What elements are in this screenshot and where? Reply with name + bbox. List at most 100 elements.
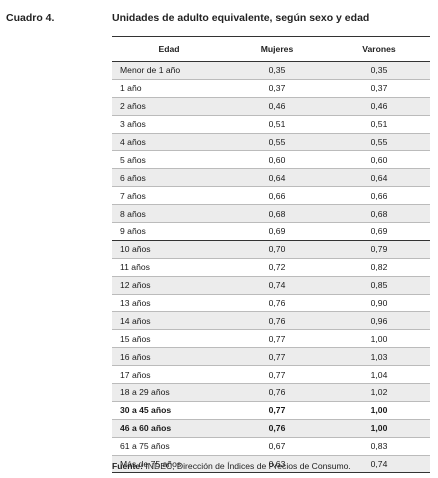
table-body: Menor de 1 año 0,35 0,35 1 año 0,37 0,37 2 año… bbox=[112, 61, 430, 474]
cell-mujeres: 0,76 bbox=[226, 383, 328, 402]
column-header-varones: Varones bbox=[328, 36, 430, 62]
cell-edad: 17 años bbox=[112, 365, 226, 385]
cell-mujeres: 0,60 bbox=[226, 150, 328, 170]
cell-mujeres: 0,66 bbox=[226, 186, 328, 206]
cell-varones: 0,74 bbox=[328, 455, 430, 474]
cell-mujeres: 0,70 bbox=[226, 240, 328, 259]
cell-edad: Más de 75 años bbox=[112, 455, 226, 474]
table-row: 7 años 0,66 0,66 bbox=[112, 186, 430, 206]
table-title: Unidades de adulto equivalente, según se… bbox=[112, 12, 370, 24]
cell-mujeres: 0,76 bbox=[226, 294, 328, 313]
cell-edad: 8 años bbox=[112, 204, 226, 224]
cell-mujeres: 0,76 bbox=[226, 419, 328, 438]
table-row: 11 años 0,72 0,82 bbox=[112, 258, 430, 277]
table-row: 46 a 60 años 0,76 1,00 bbox=[112, 419, 430, 438]
cell-varones: 1,02 bbox=[328, 383, 430, 402]
table-row: 5 años 0,60 0,60 bbox=[112, 150, 430, 170]
cell-varones: 0,66 bbox=[328, 186, 430, 206]
table-row: 10 años 0,70 0,79 bbox=[112, 240, 430, 259]
cell-varones: 0,82 bbox=[328, 258, 430, 277]
cell-edad: 10 años bbox=[112, 240, 226, 259]
table-row: 30 a 45 años 0,77 1,00 bbox=[112, 401, 430, 420]
cell-mujeres: 0,74 bbox=[226, 276, 328, 295]
table-row: 12 años 0,74 0,85 bbox=[112, 276, 430, 295]
cell-mujeres: 0,51 bbox=[226, 115, 328, 134]
cell-varones: 0,96 bbox=[328, 311, 430, 331]
cell-varones: 1,00 bbox=[328, 419, 430, 438]
table-row: 1 año 0,37 0,37 bbox=[112, 79, 430, 98]
cell-edad: 15 años bbox=[112, 329, 226, 349]
cell-varones: 0,85 bbox=[328, 276, 430, 295]
cell-edad: 12 años bbox=[112, 276, 226, 295]
cell-varones: 1,00 bbox=[328, 401, 430, 420]
cell-mujeres: 0,68 bbox=[226, 204, 328, 224]
cell-edad: 30 a 45 años bbox=[112, 401, 226, 420]
cell-edad: 5 años bbox=[112, 150, 226, 170]
cell-edad: 7 años bbox=[112, 186, 226, 206]
cell-mujeres: 0,64 bbox=[226, 168, 328, 188]
table-row: Menor de 1 año 0,35 0,35 bbox=[112, 61, 430, 80]
cell-mujeres: 0,69 bbox=[226, 222, 328, 241]
table-row: 18 a 29 años 0,76 1,02 bbox=[112, 383, 430, 402]
table-row: 61 a 75 años 0,67 0,83 bbox=[112, 437, 430, 456]
cell-mujeres: 0,35 bbox=[226, 61, 328, 80]
cell-mujeres: 0,55 bbox=[226, 133, 328, 152]
table-row: 15 años 0,77 1,00 bbox=[112, 329, 430, 349]
cell-mujeres: 0,77 bbox=[226, 347, 328, 367]
cell-varones: 0,83 bbox=[328, 437, 430, 456]
table-row: 13 años 0,76 0,90 bbox=[112, 294, 430, 313]
cell-mujeres: 0,77 bbox=[226, 329, 328, 349]
table-row: Más de 75 años 0,63 0,74 bbox=[112, 455, 430, 474]
cell-varones: 0,90 bbox=[328, 294, 430, 313]
cell-edad: 61 a 75 años bbox=[112, 437, 226, 456]
cell-edad: Menor de 1 año bbox=[112, 61, 226, 80]
cell-varones: 0,60 bbox=[328, 150, 430, 170]
table-row: 6 años 0,64 0,64 bbox=[112, 168, 430, 188]
cell-varones: 0,37 bbox=[328, 79, 430, 98]
cell-edad: 13 años bbox=[112, 294, 226, 313]
cell-mujeres: 0,76 bbox=[226, 311, 328, 331]
cell-edad: 1 año bbox=[112, 79, 226, 98]
cell-varones: 0,46 bbox=[328, 97, 430, 116]
cell-varones: 1,04 bbox=[328, 365, 430, 385]
cell-varones: 0,51 bbox=[328, 115, 430, 134]
cell-edad: 4 años bbox=[112, 133, 226, 152]
data-table: Edad Mujeres Varones Menor de 1 año 0,35 0… bbox=[112, 36, 430, 474]
cell-varones: 0,79 bbox=[328, 240, 430, 259]
cell-edad: 14 años bbox=[112, 311, 226, 331]
cell-varones: 0,55 bbox=[328, 133, 430, 152]
cell-mujeres: 0,63 bbox=[226, 455, 328, 474]
cell-varones: 0,69 bbox=[328, 222, 430, 241]
cell-edad: 11 años bbox=[112, 258, 226, 277]
column-header-mujeres: Mujeres bbox=[226, 36, 328, 62]
cell-varones: 1,00 bbox=[328, 329, 430, 349]
cell-mujeres: 0,77 bbox=[226, 401, 328, 420]
cell-varones: 0,35 bbox=[328, 61, 430, 80]
cell-edad: 46 a 60 años bbox=[112, 419, 226, 438]
source-label: Fuente: bbox=[112, 461, 144, 471]
table-row: 2 años 0,46 0,46 bbox=[112, 97, 430, 116]
cell-edad: 3 años bbox=[112, 115, 226, 134]
table-header-row: Edad Mujeres Varones bbox=[112, 36, 430, 62]
table-row: 8 años 0,68 0,68 bbox=[112, 204, 430, 224]
table-row: 17 años 0,77 1,04 bbox=[112, 365, 430, 385]
cell-mujeres: 0,77 bbox=[226, 365, 328, 385]
source-note: Fuente: INDEC, Dirección de Índices de P… bbox=[112, 461, 351, 471]
source-text: INDEC, Dirección de Índices de Precios d… bbox=[143, 461, 351, 471]
cell-edad: 18 a 29 años bbox=[112, 383, 226, 402]
cell-mujeres: 0,37 bbox=[226, 79, 328, 98]
table-number: Cuadro 4. bbox=[6, 12, 55, 24]
table-row: 16 años 0,77 1,03 bbox=[112, 347, 430, 367]
table-row: 9 años 0,69 0,69 bbox=[112, 222, 430, 241]
cell-varones: 0,64 bbox=[328, 168, 430, 188]
table-row: 3 años 0,51 0,51 bbox=[112, 115, 430, 134]
cell-varones: 1,03 bbox=[328, 347, 430, 367]
cell-edad: 2 años bbox=[112, 97, 226, 116]
cell-edad: 16 años bbox=[112, 347, 226, 367]
cell-mujeres: 0,67 bbox=[226, 437, 328, 456]
cell-mujeres: 0,72 bbox=[226, 258, 328, 277]
table-row: 4 años 0,55 0,55 bbox=[112, 133, 430, 152]
column-header-edad: Edad bbox=[112, 36, 226, 62]
cell-mujeres: 0,46 bbox=[226, 97, 328, 116]
cell-edad: 6 años bbox=[112, 168, 226, 188]
